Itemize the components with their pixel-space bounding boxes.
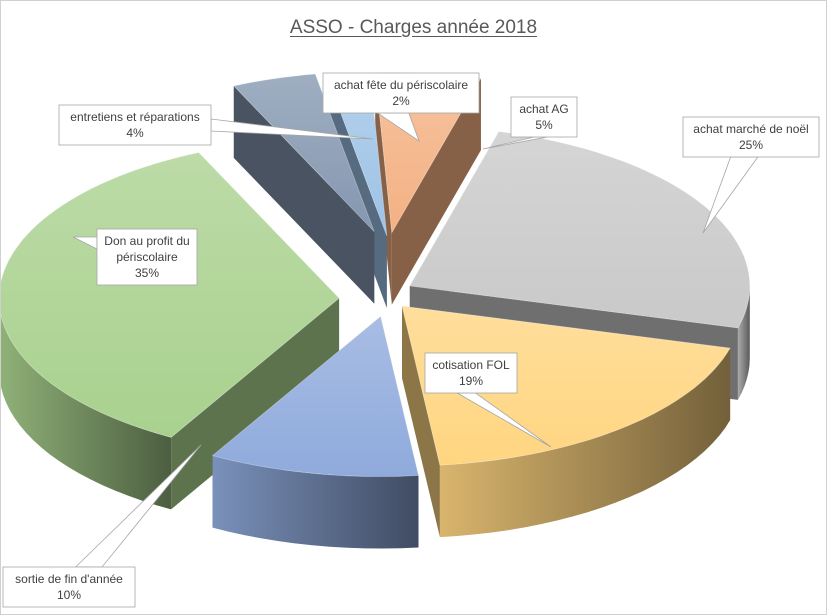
- data-label-percent: 25%: [739, 138, 763, 152]
- callout-box: [682, 116, 820, 158]
- slice-top: [1, 152, 340, 438]
- slice-side: [1, 315, 172, 510]
- callout-don-periscolaire: Don au profit du périscolaire 35%: [72, 228, 198, 286]
- slice-wall: [402, 306, 440, 538]
- slice-side: [737, 285, 750, 400]
- slice-top: [401, 305, 731, 466]
- data-label-category: entretiens et réparations: [70, 110, 199, 124]
- callout-achat-fete: achat fête du périscolaire 2%: [322, 72, 480, 143]
- callout-achat-ag: achat AG 5%: [482, 96, 578, 150]
- data-label-percent: 19%: [459, 374, 483, 388]
- callout-box: [424, 352, 518, 394]
- slice-wall: [391, 78, 481, 305]
- slice-wall: [233, 85, 375, 304]
- data-label-percent: 35%: [135, 266, 159, 280]
- callout-box: [2, 566, 136, 608]
- data-label-percent: 2%: [392, 94, 410, 108]
- data-label-percent: 4%: [126, 126, 144, 140]
- callout-cotisation-fol: cotisation FOL 19%: [424, 352, 552, 448]
- data-label-percent: 10%: [57, 588, 81, 602]
- slice-side: [439, 348, 731, 538]
- callout-box: [96, 228, 198, 286]
- slice-top: [211, 315, 420, 477]
- data-label-category: achat AG: [519, 102, 568, 116]
- callout-box: [510, 96, 578, 138]
- pie-slice: [401, 305, 731, 538]
- data-label-category: périscolaire: [116, 250, 178, 264]
- data-label-category: achat marché de noël: [693, 122, 808, 136]
- callout-box: [322, 72, 480, 114]
- pie-slice: [233, 73, 375, 304]
- data-label-category: achat fête du périscolaire: [334, 78, 468, 92]
- slice-top: [233, 73, 375, 232]
- callout-marche-noel: achat marché de noël 25%: [682, 116, 820, 234]
- data-label-category: sortie de fin d'année: [15, 572, 123, 586]
- callout-leader: [702, 156, 759, 234]
- data-label-category: Don au profit du: [104, 234, 189, 248]
- pie-slice: [211, 315, 420, 549]
- callout-entretiens: entretiens et réparations 4%: [58, 104, 374, 146]
- callout-sortie-fin-annee: sortie de fin d'année 10%: [2, 444, 202, 608]
- slice-top: [409, 131, 751, 329]
- slice-wall: [375, 72, 392, 305]
- slice-side: [212, 455, 419, 549]
- callout-box: [58, 104, 212, 146]
- chart-title: ASSO - Charges année 2018: [289, 17, 538, 38]
- data-label-percent: 5%: [535, 118, 553, 132]
- data-label-category: cotisation FOL: [432, 358, 510, 372]
